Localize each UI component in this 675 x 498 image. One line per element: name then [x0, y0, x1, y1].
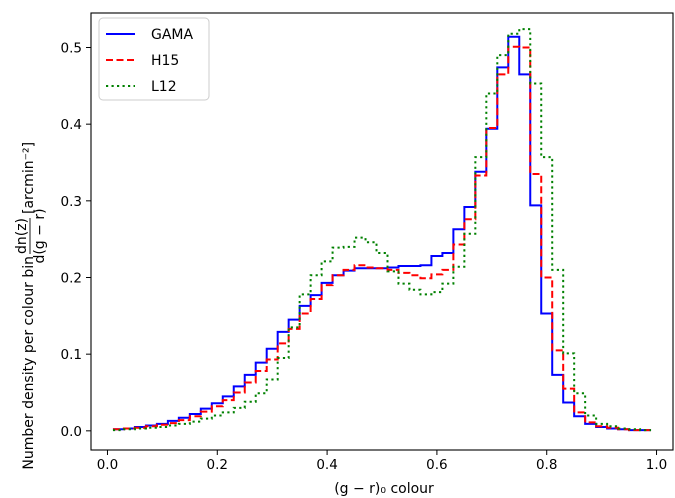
series-l12-line	[112, 28, 652, 432]
x-tick-label: 0.2	[207, 457, 228, 473]
legend-label-l12: L12	[151, 79, 177, 95]
x-axis-label-text: (g − r)₀ colour	[334, 481, 434, 497]
y-tick-label: 0.3	[61, 194, 82, 210]
y-tick-label: 0.2	[61, 271, 82, 287]
x-axis-label: (g − r)₀ colour	[334, 481, 434, 497]
x-tick-label: 0.4	[316, 457, 337, 473]
y-axis-label-prefix: Number density per colour bin	[21, 256, 37, 470]
y-tick-label: 0.4	[61, 117, 82, 133]
y-axis-label-denominator: d(g − r)	[32, 208, 48, 263]
x-tick-label: 1.0	[646, 457, 667, 473]
x-tick-label: 0.8	[536, 457, 557, 473]
x-tick-label: 0.6	[426, 457, 447, 473]
y-tick-label: 0.0	[61, 424, 82, 440]
y-tick-label: 0.5	[61, 41, 82, 57]
x-axis: 0.0 0.2 0.4 0.6 0.8 1.0	[97, 450, 667, 473]
y-axis-label-units: [arcmin⁻²]	[21, 142, 37, 214]
plot-frame	[90, 12, 674, 451]
y-axis-label: Number density per colour bin dn(z) d(g …	[14, 142, 48, 470]
legend-label-h15: H15	[151, 53, 179, 69]
x-tick-label: 0.0	[97, 457, 118, 473]
y-tick-label: 0.1	[61, 347, 82, 363]
series-h15-line	[112, 45, 652, 432]
legend-box	[98, 17, 210, 101]
legend: GAMA H15 L12	[98, 17, 210, 101]
y-axis-label-numerator: dn(z)	[14, 218, 30, 254]
y-axis: 0.0 0.1 0.2 0.3 0.4 0.5	[61, 41, 91, 440]
legend-label-gama: GAMA	[151, 27, 194, 43]
series-layer	[112, 28, 652, 432]
